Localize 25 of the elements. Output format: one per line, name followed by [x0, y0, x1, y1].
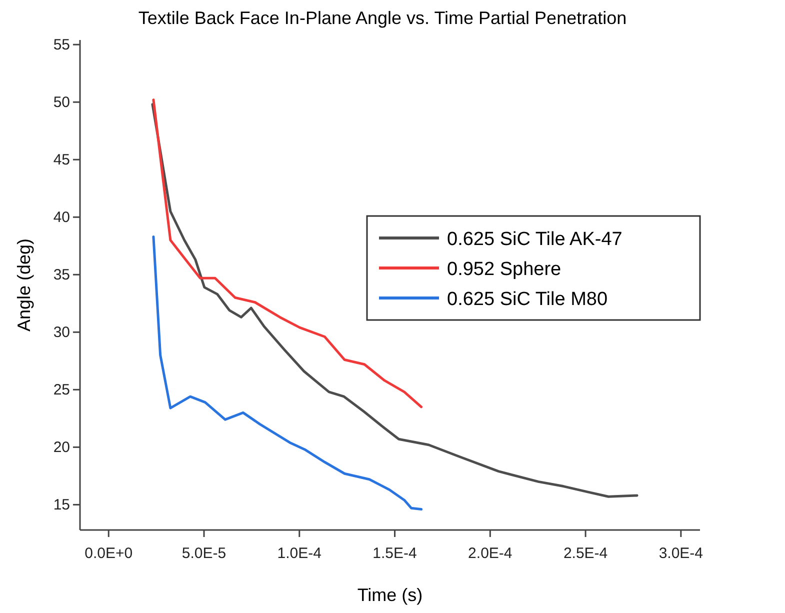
line-series [152, 98, 423, 408]
legend-label: 0.625 SiC Tile M80 [447, 289, 608, 310]
line-series [151, 103, 638, 498]
y-tick-label: 55 [53, 36, 70, 54]
y-tick-label: 30 [53, 324, 70, 341]
x-tick-label: 0.0E+0 [84, 545, 133, 562]
x-tick-label: 5.0E-5 [182, 545, 226, 562]
x-tick-label: 1.5E-4 [372, 545, 417, 562]
y-axis-title: Angle (deg) [14, 238, 34, 332]
legend-label: 0.625 SiC Tile AK-47 [447, 229, 622, 250]
x-axis-title: Time (s) [357, 585, 423, 605]
y-tick-label: 20 [53, 438, 70, 456]
y-tick-label: 45 [53, 151, 70, 168]
y-tick-label: 35 [53, 266, 70, 284]
x-tick-label: 2.5E-4 [563, 545, 608, 562]
y-tick-label: 40 [53, 208, 70, 226]
line-series [152, 235, 423, 511]
legend-label: 0.952 Sphere [447, 259, 562, 280]
x-tick-label: 2.0E-4 [468, 545, 512, 562]
x-tick-label: 1.0E-4 [277, 545, 322, 562]
y-tick-label: 25 [53, 381, 70, 398]
x-tick-label: 3.0E-4 [658, 545, 704, 562]
y-tick-label: 15 [53, 496, 70, 514]
y-tick-label: 50 [53, 94, 70, 111]
chart-title: Textile Back Face In-Plane Angle vs. Time Partial Penetration [138, 8, 627, 28]
